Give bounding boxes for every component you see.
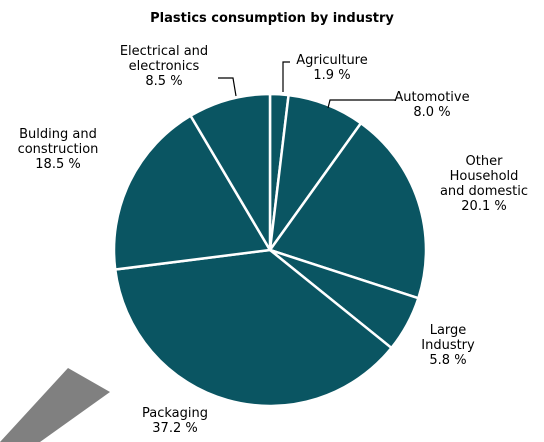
slice-label-line: Large [430,323,467,338]
slice-label-automotive: Automotive 8.0 % [394,90,469,120]
slice-value-text: 5.8 % [429,353,466,368]
slice-label-bulding-and-construction: Bulding and construction 18.5 % [18,127,99,172]
pie-slices [112,92,428,408]
slice-label-large-industry: Large Industry 5.8 % [421,323,475,368]
slice-label-line: Bulding and [19,127,97,142]
slice-labels: Agriculture 1.9 % Automotive 8.0 % Other Hous… [18,44,528,436]
slice-value-text: 8.0 % [413,105,450,120]
slice-label-electrical-and-electronics: Electrical and electronics 8.5 % [120,44,208,89]
slice-label-line: Industry [421,338,475,353]
leader-lines [218,61,396,109]
gray-arrow-shape [0,368,110,442]
pie-slice-packaging [113,248,393,408]
slice-value-text: 18.5 % [35,157,80,172]
slice-label-line: construction [18,142,99,157]
pie-slice-bulding-and-construction [112,114,272,271]
slice-label-line: Automotive [394,90,469,105]
leader-line-automotive [327,99,396,109]
slice-value-text: 8.5 % [145,74,182,89]
slice-label-other-household-and-domestic: Other Household and domestic 20.1 % [440,154,528,214]
slice-label-line: Electrical and [120,44,208,59]
slice-label-line: Other [466,154,504,169]
leader-line-electrical [218,77,237,97]
slice-value-text: 1.9 % [313,68,350,83]
slice-label-line: Household [450,169,519,184]
slice-label-agriculture: Agriculture 1.9 % [296,53,368,83]
pie-slice-electrical-and-electronics [189,92,272,252]
pie-slice-other-household-and-domestic [268,121,428,300]
slice-value-text: 20.1 % [461,199,506,214]
chart-title: Plastics consumption by industry [150,11,394,26]
leader-line-agriculture [282,61,290,92]
slice-value-text: 37.2 % [152,421,197,436]
slice-label-line: and domestic [440,184,528,199]
slice-label-line: electronics [129,59,200,74]
slice-label-packaging: Packaging 37.2 % [142,406,208,436]
slice-label-line: Agriculture [296,53,368,68]
slice-label-line: Packaging [142,406,208,421]
